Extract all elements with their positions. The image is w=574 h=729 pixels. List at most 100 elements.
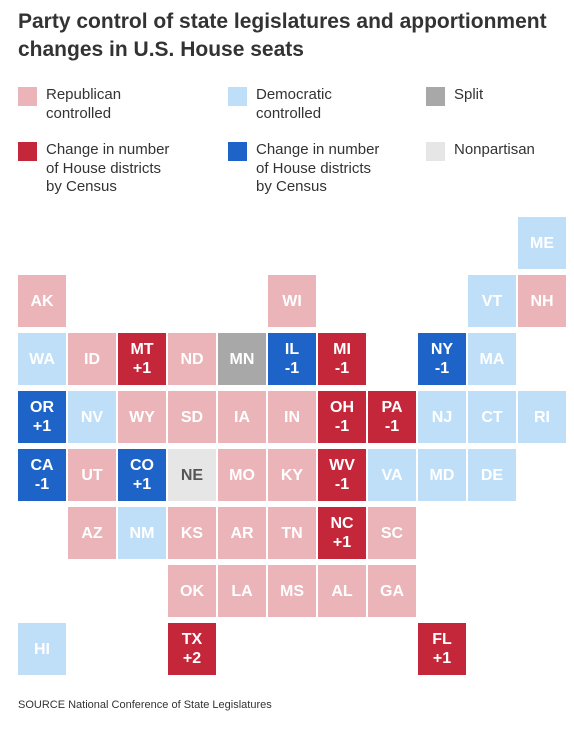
state-abbr: TX bbox=[181, 631, 203, 648]
seat-change: -1 bbox=[384, 418, 400, 435]
state-abbr: NJ bbox=[431, 408, 453, 426]
state-tile-nd: ND bbox=[168, 333, 216, 385]
state-abbr: CT bbox=[481, 408, 503, 426]
state-abbr: KY bbox=[280, 466, 304, 484]
state-abbr: IN bbox=[284, 408, 300, 426]
state-abbr: AR bbox=[230, 524, 254, 542]
seat-change: +1 bbox=[132, 476, 152, 493]
state-tile-va: VA bbox=[368, 449, 416, 501]
state-tile-mo: MO bbox=[218, 449, 266, 501]
state-abbr: NY bbox=[430, 341, 454, 358]
state-abbr: GA bbox=[380, 582, 404, 600]
legend-label: Republican controlled bbox=[46, 86, 122, 122]
state-abbr: SC bbox=[380, 524, 404, 542]
state-abbr: WI bbox=[282, 292, 302, 310]
seat-change: -1 bbox=[334, 418, 350, 435]
state-tile-mi: MI -1 bbox=[318, 333, 366, 385]
legend-swatch bbox=[18, 142, 37, 161]
seat-change: -1 bbox=[334, 360, 350, 377]
state-tile-ky: KY bbox=[268, 449, 316, 501]
state-tile-id: ID bbox=[68, 333, 116, 385]
state-abbr: MN bbox=[229, 350, 255, 368]
state-tile-al: AL bbox=[318, 565, 366, 617]
state-abbr: IL bbox=[284, 341, 300, 358]
legend-swatch bbox=[426, 142, 445, 161]
state-abbr: NC bbox=[330, 515, 354, 532]
state-tile-ga: GA bbox=[368, 565, 416, 617]
legend-label: Change in number of House districts by C… bbox=[256, 141, 380, 195]
state-abbr: CO bbox=[130, 457, 154, 474]
state-abbr: NM bbox=[129, 524, 155, 542]
state-tile-ma: MA bbox=[468, 333, 516, 385]
state-abbr: SD bbox=[180, 408, 204, 426]
state-tile-ok: OK bbox=[168, 565, 216, 617]
legend-republican-change: Change in number of House districts by C… bbox=[18, 141, 169, 197]
state-tile-ar: AR bbox=[218, 507, 266, 559]
seat-change: -1 bbox=[34, 476, 50, 493]
state-abbr: WV bbox=[329, 457, 355, 474]
state-abbr: VA bbox=[381, 466, 403, 484]
state-tile-ny: NY -1 bbox=[418, 333, 466, 385]
legend-label: Split bbox=[454, 86, 484, 103]
state-abbr: IA bbox=[234, 408, 250, 426]
state-abbr: MA bbox=[479, 350, 505, 368]
legend-nonpartisan: Nonpartisan bbox=[426, 141, 535, 161]
state-tile-ak: AK bbox=[18, 275, 66, 327]
state-abbr: AK bbox=[30, 292, 54, 310]
state-abbr: RI bbox=[534, 408, 550, 426]
state-tile-tx: TX +2 bbox=[168, 623, 216, 675]
state-abbr: PA bbox=[381, 399, 403, 416]
state-tile-ms: MS bbox=[268, 565, 316, 617]
state-abbr: ND bbox=[180, 350, 204, 368]
state-abbr: NE bbox=[180, 466, 204, 484]
state-tile-ri: RI bbox=[518, 391, 566, 443]
state-tile-ca: CA -1 bbox=[18, 449, 66, 501]
state-tile-nm: NM bbox=[118, 507, 166, 559]
state-tile-in: IN bbox=[268, 391, 316, 443]
state-tile-az: AZ bbox=[68, 507, 116, 559]
state-tile-la: LA bbox=[218, 565, 266, 617]
seat-change: +1 bbox=[132, 360, 152, 377]
state-tile-mt: MT +1 bbox=[118, 333, 166, 385]
state-abbr: MS bbox=[280, 582, 304, 600]
source-note: SOURCE National Conference of State Legi… bbox=[18, 699, 272, 711]
state-abbr: NH bbox=[530, 292, 554, 310]
state-abbr: NV bbox=[80, 408, 104, 426]
state-abbr: ME bbox=[530, 234, 554, 252]
state-abbr: MT bbox=[130, 341, 154, 358]
state-abbr: UT bbox=[81, 466, 103, 484]
state-tile-hi: HI bbox=[18, 623, 66, 675]
legend-label: Change in number of House districts by C… bbox=[46, 141, 170, 195]
state-tile-nj: NJ bbox=[418, 391, 466, 443]
state-tile-wi: WI bbox=[268, 275, 316, 327]
seat-change: +2 bbox=[182, 650, 202, 667]
state-tile-me: ME bbox=[518, 217, 566, 269]
state-tile-fl: FL +1 bbox=[418, 623, 466, 675]
seat-change: -1 bbox=[284, 360, 300, 377]
state-tile-mn: MN bbox=[218, 333, 266, 385]
state-abbr: AZ bbox=[81, 524, 103, 542]
state-abbr: MO bbox=[229, 466, 255, 484]
state-abbr: OR bbox=[30, 399, 54, 416]
state-tile-nc: NC +1 bbox=[318, 507, 366, 559]
state-tile-de: DE bbox=[468, 449, 516, 501]
state-tile-wv: WV -1 bbox=[318, 449, 366, 501]
legend-swatch bbox=[228, 142, 247, 161]
state-abbr: ID bbox=[84, 350, 100, 368]
state-tile-ks: KS bbox=[168, 507, 216, 559]
state-abbr: KS bbox=[180, 524, 204, 542]
legend-republican: Republican controlled bbox=[18, 86, 121, 123]
legend-democratic-change: Change in number of House districts by C… bbox=[228, 141, 379, 197]
state-abbr: FL bbox=[432, 631, 452, 648]
legend-swatch bbox=[18, 87, 37, 106]
state-tile-ut: UT bbox=[68, 449, 116, 501]
state-tile-tn: TN bbox=[268, 507, 316, 559]
state-tile-co: CO +1 bbox=[118, 449, 166, 501]
state-abbr: DE bbox=[480, 466, 504, 484]
state-abbr: MI bbox=[333, 341, 351, 358]
state-abbr: HI bbox=[34, 640, 50, 658]
state-abbr: VT bbox=[481, 292, 503, 310]
state-abbr: OK bbox=[180, 582, 204, 600]
state-abbr: OH bbox=[330, 399, 354, 416]
state-tile-pa: PA -1 bbox=[368, 391, 416, 443]
